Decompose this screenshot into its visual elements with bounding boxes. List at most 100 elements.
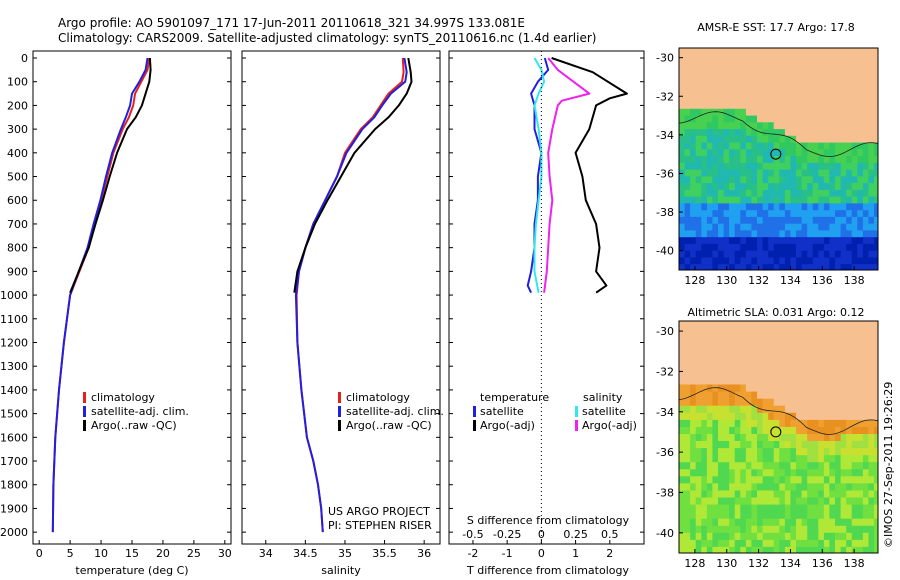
map-cell (868, 525, 875, 534)
map-cell (734, 476, 742, 485)
map-cell (784, 518, 792, 527)
map-cell (734, 162, 742, 171)
map-cell (862, 95, 870, 103)
map-cell (796, 441, 803, 449)
map-cell (835, 230, 842, 238)
map-cell (812, 88, 820, 97)
map-cell (740, 412, 747, 421)
map-cell (846, 405, 853, 414)
map-cell (874, 95, 878, 103)
x-tick-label: 36 (417, 547, 431, 560)
map-cell (723, 210, 730, 218)
map-cell (734, 370, 742, 379)
map-cell (784, 129, 792, 137)
map-cell (812, 455, 820, 464)
map-cell (840, 264, 847, 270)
map-cell (745, 257, 753, 266)
map-cell (840, 448, 847, 456)
map-cell (723, 162, 730, 171)
map-cell (718, 156, 725, 164)
map-cell (812, 518, 820, 527)
map-cell (734, 377, 742, 386)
x-tick-label: 10 (94, 547, 108, 560)
map-cell (857, 434, 864, 442)
map-cell (768, 210, 775, 218)
map-cell (857, 203, 864, 211)
map-cell (729, 210, 736, 218)
map-cell (862, 230, 870, 238)
map-cell (840, 183, 847, 191)
map-cell (857, 504, 864, 513)
map-cell (768, 398, 775, 407)
map-cell (701, 434, 708, 442)
map-cell (784, 532, 792, 541)
map-cell (835, 448, 842, 456)
map-cell (695, 250, 703, 259)
map-cell (751, 518, 758, 527)
map-cell (823, 142, 831, 151)
map-cell (835, 88, 842, 97)
map-cell (790, 426, 797, 435)
map-cell (729, 469, 736, 478)
map-cell (684, 169, 691, 178)
map-cell (762, 243, 769, 252)
temperature-panel (32, 50, 232, 545)
map-cell (723, 75, 730, 83)
map-cell (823, 377, 831, 386)
map-cell (690, 448, 697, 456)
map-cell (846, 525, 853, 534)
map-cell (751, 149, 758, 157)
map-cell (801, 476, 808, 485)
map-cell (718, 250, 725, 259)
map-cell (835, 250, 842, 259)
map-cell (729, 169, 736, 178)
map-cell (874, 169, 878, 178)
map-cell (779, 156, 786, 164)
legend-swatch (575, 420, 578, 431)
sst-map-frame (678, 47, 879, 271)
map-cell (779, 48, 786, 56)
map-cell (874, 81, 878, 90)
map-cell (874, 162, 878, 171)
map-cell (679, 335, 686, 343)
map-cell (745, 196, 753, 205)
salinity-xlabel: salinity (321, 564, 361, 577)
map-cell (757, 321, 764, 329)
map-cell (690, 230, 697, 238)
map-cell (823, 497, 831, 506)
map-cell (868, 122, 875, 130)
map-cell (851, 419, 859, 428)
map-cell (745, 497, 753, 506)
map-cell (773, 156, 781, 164)
map-cell (840, 61, 847, 70)
map-cell (846, 426, 853, 435)
map-cell (734, 169, 742, 178)
map-cell (723, 483, 730, 492)
map-cell (768, 377, 775, 386)
map-cell (729, 476, 736, 485)
map-cell (706, 169, 714, 178)
map-cell (757, 377, 764, 386)
map-cell (740, 243, 747, 252)
map-cell (684, 176, 691, 184)
map-cell (729, 75, 736, 83)
map-cell (857, 342, 864, 351)
map-cell (706, 54, 714, 63)
map-cell (846, 189, 853, 198)
map-cell (779, 216, 786, 225)
map-cell (751, 210, 758, 218)
map-cell (695, 183, 703, 191)
map-cell (835, 434, 842, 442)
map-cell (868, 95, 875, 103)
map-cell (701, 122, 708, 130)
map-cell (679, 532, 686, 541)
sla-map (679, 321, 878, 553)
map-cell (718, 398, 725, 407)
map-cell (768, 156, 775, 164)
map-cell (835, 462, 842, 471)
map-cell (868, 142, 875, 151)
map-cell (829, 223, 836, 232)
map-cell (851, 370, 859, 379)
map-cell (851, 81, 859, 90)
map-cell (779, 384, 786, 393)
